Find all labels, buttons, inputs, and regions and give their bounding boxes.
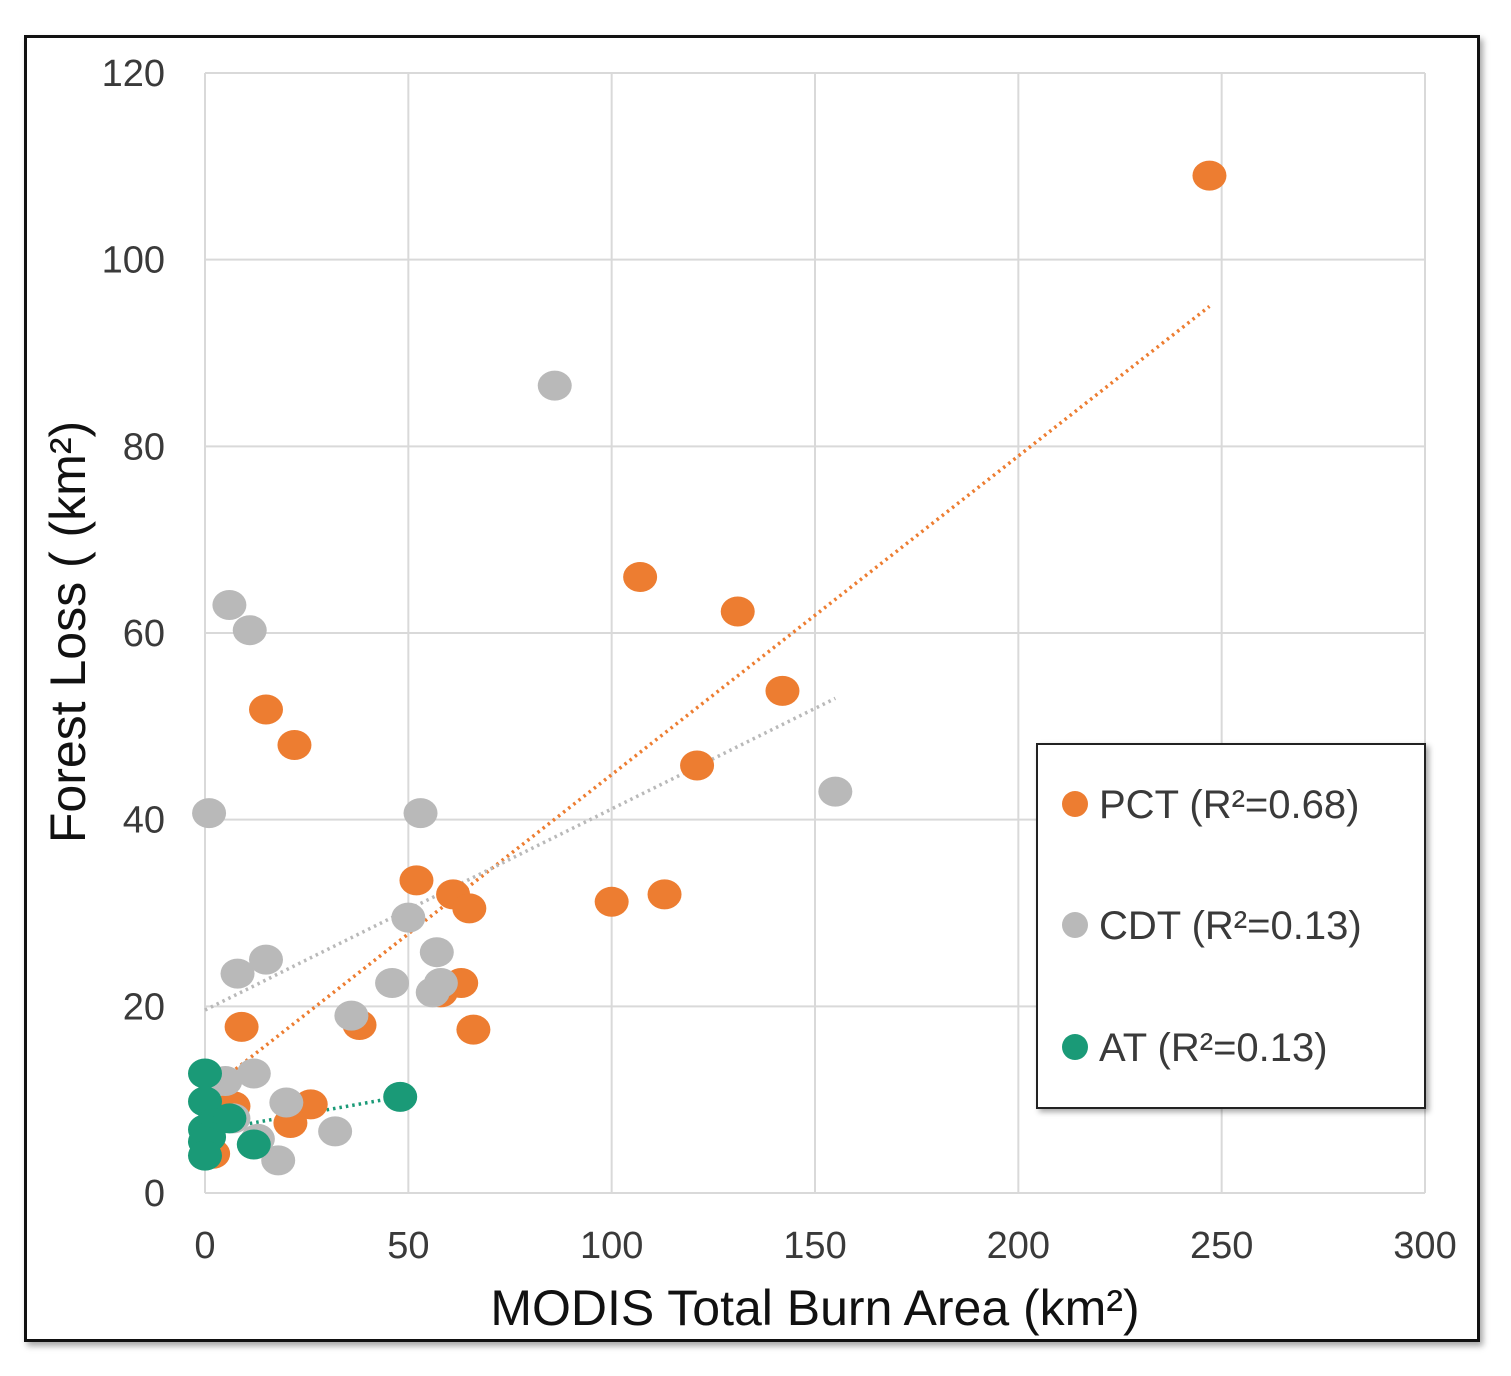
point-pct xyxy=(452,893,487,924)
point-pct xyxy=(456,1014,491,1045)
y-tick-label: 20 xyxy=(123,986,165,1028)
x-tick-label: 250 xyxy=(1190,1225,1253,1267)
point-at xyxy=(188,1058,222,1089)
point-cdt xyxy=(269,1087,304,1118)
point-cdt xyxy=(391,902,426,933)
point-cdt xyxy=(334,1000,369,1031)
legend-label-pct: PCT (R²=0.68) xyxy=(1099,783,1359,827)
point-pct xyxy=(399,865,434,896)
point-at xyxy=(236,1129,271,1160)
y-tick-label: 40 xyxy=(123,800,165,842)
point-cdt xyxy=(192,798,227,829)
tick-labels: 0 50 100 150 200 250 300 0 20 40 60 80 100 120 xyxy=(102,53,1457,1267)
legend-marker-pct xyxy=(1062,791,1088,817)
point-cdt xyxy=(249,944,283,975)
point-pct xyxy=(224,1011,259,1042)
point-pct xyxy=(720,596,755,627)
x-tick-label: 200 xyxy=(987,1225,1050,1267)
y-tick-label: 0 xyxy=(144,1173,165,1215)
y-tick-label: 100 xyxy=(102,240,165,282)
x-tick-label: 50 xyxy=(387,1225,429,1267)
point-pct xyxy=(249,694,283,725)
point-cdt xyxy=(818,776,853,807)
point-pct xyxy=(623,562,658,592)
legend-marker-at xyxy=(1062,1034,1088,1060)
point-cdt xyxy=(419,937,454,968)
x-tick-label: 100 xyxy=(580,1225,643,1267)
point-cdt xyxy=(212,590,247,620)
point-cdt xyxy=(232,615,267,646)
point-pct xyxy=(680,750,715,781)
point-cdt xyxy=(415,977,450,1008)
point-cdt xyxy=(236,1058,271,1089)
legend-entry-pct: PCT (R²=0.68) xyxy=(1062,783,1359,827)
legend-label-cdt: CDT (R²=0.13) xyxy=(1099,904,1362,948)
point-pct xyxy=(277,730,312,760)
point-pct xyxy=(765,675,800,706)
point-cdt xyxy=(261,1145,296,1176)
point-at xyxy=(188,1140,222,1171)
chart-frame xyxy=(24,35,1480,1342)
point-cdt xyxy=(403,798,438,829)
legend: PCT (R²=0.68) CDT (R²=0.13) AT (R²=0.13) xyxy=(1036,743,1426,1109)
y-tick-label: 60 xyxy=(123,613,165,655)
point-cdt xyxy=(220,958,255,989)
y-axis-title: Forest Loss ( (km²) xyxy=(40,421,96,843)
x-tick-label: 300 xyxy=(1393,1225,1456,1267)
legend-marker-cdt xyxy=(1062,912,1088,938)
legend-box xyxy=(1036,743,1426,1109)
point-pct xyxy=(1192,160,1227,191)
x-tick-label: 150 xyxy=(783,1225,846,1267)
point-pct xyxy=(647,879,682,910)
x-tick-label: 0 xyxy=(194,1225,215,1267)
legend-label-at: AT (R²=0.13) xyxy=(1099,1026,1328,1070)
trendline-pct xyxy=(203,304,1211,1095)
point-cdt xyxy=(375,968,410,998)
point-pct xyxy=(293,1089,328,1120)
point-cdt xyxy=(318,1116,353,1147)
y-tick-label: 80 xyxy=(123,426,165,468)
y-tick-label: 120 xyxy=(102,53,165,95)
legend-entry-cdt: CDT (R²=0.13) xyxy=(1062,904,1362,948)
point-pct xyxy=(594,886,629,917)
trendline-cdt xyxy=(204,696,837,1012)
x-axis-title: MODIS Total Burn Area (km²) xyxy=(490,1280,1139,1336)
legend-entry-at: AT (R²=0.13) xyxy=(1062,1026,1328,1070)
point-at xyxy=(383,1081,418,1112)
point-cdt xyxy=(537,370,572,401)
data-points xyxy=(188,160,1227,1176)
